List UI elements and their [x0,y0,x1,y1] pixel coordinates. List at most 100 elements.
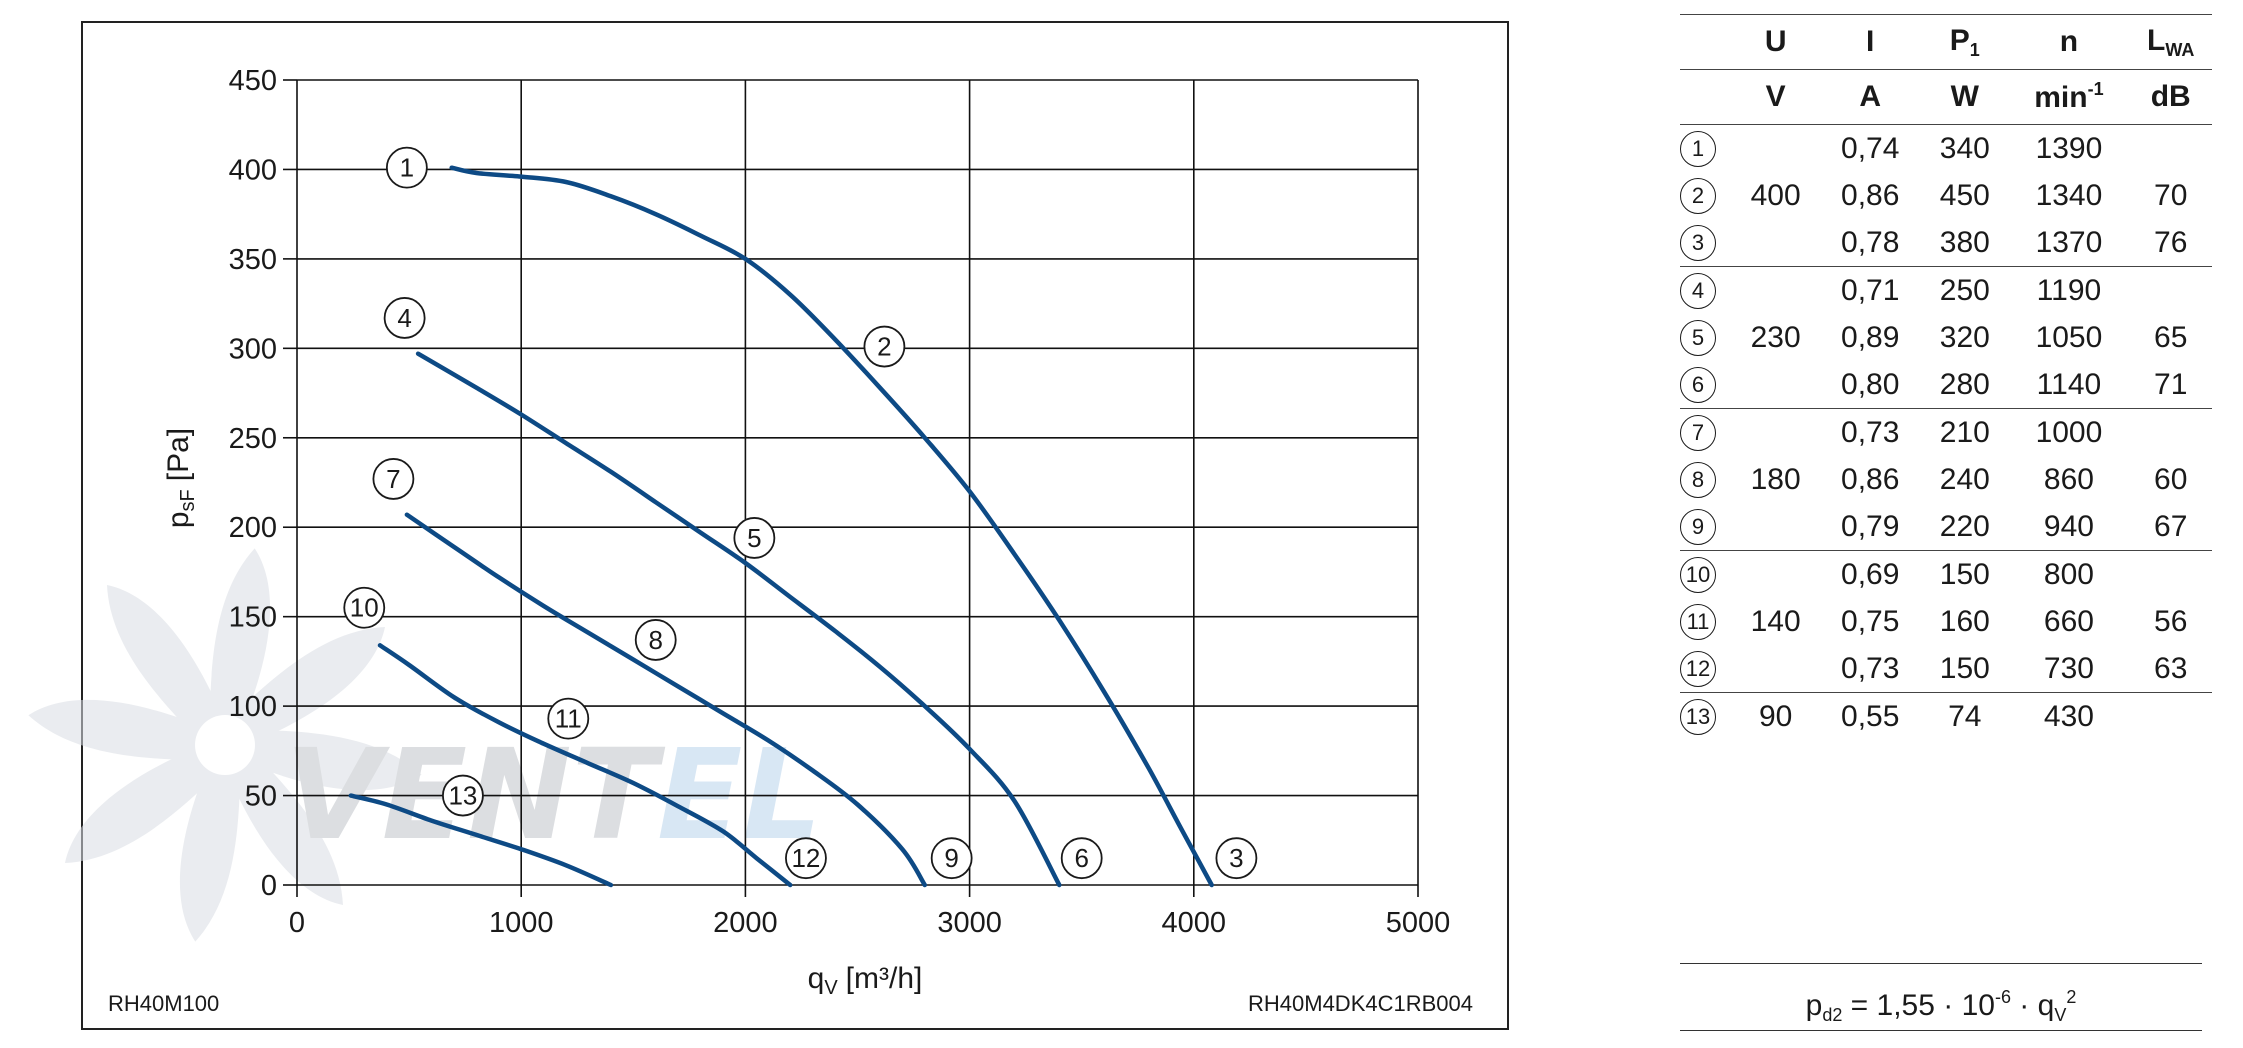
formula-exponent: -6 [1994,987,2011,1007]
table-row: 2 400 0,86 450 1340 70 [1680,172,2212,219]
x-axis-ticks: 0 1000 2000 3000 4000 5000 [289,907,1450,939]
curve-label: 2 [863,325,906,368]
cell-voltage [1732,219,1819,267]
curve-label: 9 [930,837,973,880]
curve-label-number: 4 [397,303,411,333]
cell-current: 0,89 [1841,320,1900,354]
x-tick-label: 1000 [489,907,554,939]
table-row: 8 180 0,86 240 860 60 [1680,456,2212,503]
row-number-cell: 5 [1680,314,1732,361]
cell-current: 0,55 [1819,692,1922,740]
curve-label: 7 [372,458,415,500]
curve-label-circle [1060,837,1103,880]
row-number-badge: 13 [1680,699,1716,735]
cell-speed: 800 [2008,550,2130,598]
cell-speed: 660 [2043,604,2094,638]
cell-sound: 60 [2154,462,2188,496]
y-tick-label: 200 [229,512,277,544]
cell-current: 0,73 [1841,651,1900,685]
curve-label-circle [930,837,973,880]
curve-label-circle [1215,837,1258,880]
x-axis-title: qV [m³/h] [808,962,923,999]
fan-performance-chart: VENTEL 0 50 100 150 200 250 300 350 400 450 0 1000… [28,21,1509,1030]
curve-label: 11 [547,697,590,740]
cell-current: 0,78 [1841,225,1900,259]
y-tick-label: 350 [229,244,277,276]
cell-sound: 65 [2154,320,2188,354]
x-axis-unit: [m³/h] [846,962,923,995]
header-sound: LWA [2129,14,2212,70]
cell-speed: 1390 [2035,131,2103,165]
row-number-badge: 1 [1680,131,1716,167]
cell-voltage [1732,266,1820,314]
cell-sound [2129,266,2212,314]
cell-power: 150 [1939,651,1990,685]
curve-label-circle [863,325,906,368]
curve-label-number: 1 [400,153,414,183]
header-current: I [1819,14,1922,70]
cell-speed: 1190 [2008,266,2130,314]
table-body: 1 0,74 340 1390 2 400 0,86 450 1340 70 3 0,78 380 137… [1680,125,2212,740]
curve-label-circle [785,837,827,880]
cell-voltage [1732,550,1820,598]
table-row: 3 0,78 380 1370 76 [1680,219,2212,267]
curve-label-number: 2 [877,332,891,362]
cell-voltage [1732,408,1820,456]
row-number-badge: 11 [1680,604,1716,640]
y-tick-label: 100 [229,691,277,723]
curve-label-number: 7 [386,464,400,494]
table-row: 11 140 0,75 160 660 56 [1680,598,2212,645]
performance-curve [449,165,1214,888]
cell-current: 0,74 [1841,131,1900,165]
curve-label-circle [372,458,415,500]
spec-table: U I P1 n LWA V A W min-1 dB 1 0,74 340 1390… [1680,14,2212,740]
curve-label: 4 [383,297,426,339]
cell-current: 0,86 [1841,462,1900,496]
curve-label-number: 6 [1074,843,1088,873]
curve-label: 5 [733,517,776,559]
curve-label-circle [442,774,484,817]
y-axis-title: psF [Pa] [162,428,199,528]
cell-sound: 67 [2154,509,2188,543]
row-number-badge: 10 [1680,557,1716,593]
performance-curve [348,793,614,888]
cell-sound: 76 [2154,225,2188,259]
cell-voltage: 230 [1750,320,1801,354]
cell-voltage: 90 [1732,692,1820,740]
cell-power: 340 [1939,131,1990,165]
cell-sound [2129,125,2212,173]
row-number-badge: 2 [1680,178,1716,214]
header-cell [1680,14,1732,70]
watermark-blade [107,585,225,745]
cell-speed: 730 [2043,651,2094,685]
units-row: V A W min-1 dB [1680,69,2212,125]
unit-voltage: V [1732,69,1820,125]
curve-label: 10 [343,586,386,629]
cell-speed: 1050 [2035,320,2103,354]
unit-power: W [1921,69,2009,125]
row-number-cell: 11 [1680,598,1732,645]
x-tick-label: 0 [289,907,305,939]
cell-power: 210 [1921,408,2009,456]
y-axis-unit: [Pa] [162,428,195,481]
x-tick-label: 4000 [1162,907,1227,939]
cell-sound: 56 [2154,604,2188,638]
unit-sound: dB [2129,69,2212,125]
cell-voltage [1732,503,1819,551]
cell-current: 0,69 [1819,550,1922,598]
row-number-cell: 7 [1680,408,1732,456]
cell-power: 160 [1939,604,1990,638]
curve-label-circle [547,697,590,740]
unit-cell [1680,69,1732,125]
gridlines [283,79,1419,897]
formula-q-sub: V [2054,1005,2067,1025]
row-number-cell: 3 [1680,219,1732,267]
curve-label: 13 [442,774,484,817]
cell-power: 320 [1939,320,1990,354]
watermark-blade [28,700,210,761]
cell-sound [2129,408,2212,456]
table-row: 12 0,73 150 730 63 [1680,645,2212,693]
cell-current: 0,75 [1841,604,1900,638]
row-number-cell: 1 [1680,125,1732,173]
cell-sound [2129,550,2212,598]
